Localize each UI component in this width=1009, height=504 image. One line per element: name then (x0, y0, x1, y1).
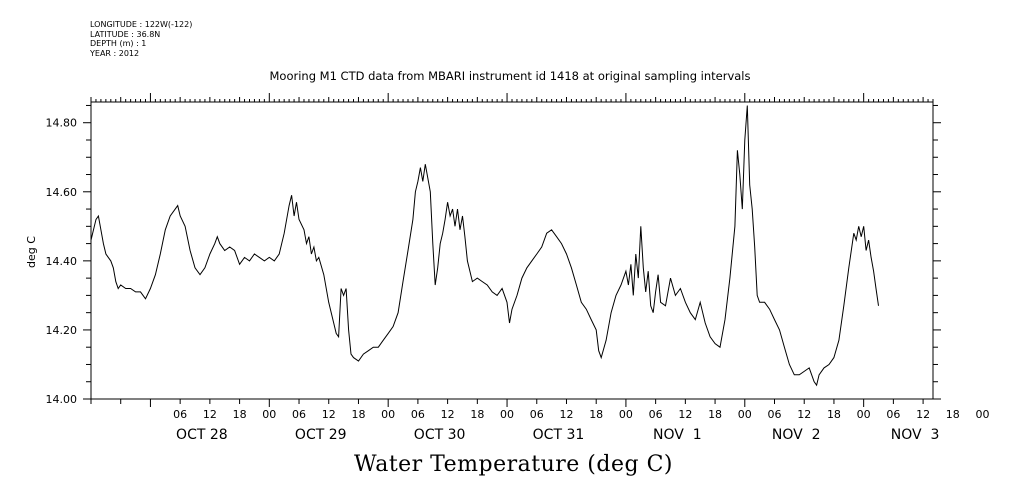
x-tick-label: 12 (916, 408, 930, 421)
x-tick-label: 18 (827, 408, 841, 421)
x-date-label: OCT 30 (414, 427, 466, 443)
x-tick-label: 12 (797, 408, 811, 421)
x-tick-label: 06 (411, 408, 425, 421)
x-date-label: OCT 28 (176, 427, 228, 443)
x-tick-label: 06 (649, 408, 663, 421)
y-tick-label: 14.60 (46, 186, 78, 199)
y-tick-label: 14.20 (46, 324, 78, 337)
year-text: YEAR : 2012 (90, 48, 140, 58)
x-tick-label: 00 (738, 408, 752, 421)
latitude-text: LATITUDE : 36.8N (90, 29, 161, 39)
x-date-label: OCT 29 (295, 427, 347, 443)
x-tick-label: 18 (589, 408, 603, 421)
x-tick-label: 18 (233, 408, 247, 421)
x-tick-label: 12 (322, 408, 336, 421)
axis-ticks (83, 93, 941, 407)
y-tick-label: 14.40 (46, 255, 78, 268)
y-tick-label: 14.80 (46, 117, 78, 130)
x-tick-label: 00 (262, 408, 276, 421)
y-tick-labels: 14.00 14.20 14.40 14.60 14.80 (46, 117, 78, 406)
x-tick-label: 00 (381, 408, 395, 421)
plot-frame (90, 101, 934, 400)
x-date-labels: OCT 28 OCT 29 OCT 30 OCT 31 NOV 1 NOV 2 NOV 3 (176, 427, 939, 443)
x-date-label: NOV 2 (772, 427, 821, 443)
chart-title: Mooring M1 CTD data from MBARI instrumen… (269, 69, 751, 83)
x-tick-labels: 06 12 18 00 06 12 18 00 06 12 18 00 06 12 18 00 06 12 18 00… (173, 408, 989, 421)
x-tick-label: 18 (946, 408, 960, 421)
x-tick-label: 12 (203, 408, 217, 421)
x-tick-label: 18 (470, 408, 484, 421)
x-tick-label: 12 (441, 408, 455, 421)
x-tick-label: 06 (292, 408, 306, 421)
x-date-label: NOV 1 (653, 427, 702, 443)
x-tick-label: 12 (678, 408, 692, 421)
x-date-label: OCT 31 (533, 427, 585, 443)
x-tick-label: 06 (768, 408, 782, 421)
x-tick-label: 00 (857, 408, 871, 421)
temperature-series-line (90, 105, 879, 387)
bottom-title: Water Temperature (deg C) (354, 452, 673, 477)
x-tick-label: 06 (530, 408, 544, 421)
metadata-header: LONGITUDE : 122W(-122) LATITUDE : 36.8N … (90, 20, 192, 58)
x-tick-label: 00 (619, 408, 633, 421)
depth-text: DEPTH (m) : 1 (90, 39, 147, 48)
x-tick-label: 18 (708, 408, 722, 421)
longitude-text: LONGITUDE : 122W(-122) (90, 20, 193, 29)
x-tick-label: 06 (173, 408, 187, 421)
x-tick-label: 12 (559, 408, 573, 421)
x-tick-label: 18 (351, 408, 365, 421)
y-tick-label: 14.00 (46, 393, 78, 406)
x-tick-label: 00 (500, 408, 514, 421)
x-tick-label: 00 (976, 408, 990, 421)
x-tick-label: 06 (886, 408, 900, 421)
x-date-label: NOV 3 (891, 427, 940, 443)
y-axis-label: deg C (25, 236, 38, 268)
